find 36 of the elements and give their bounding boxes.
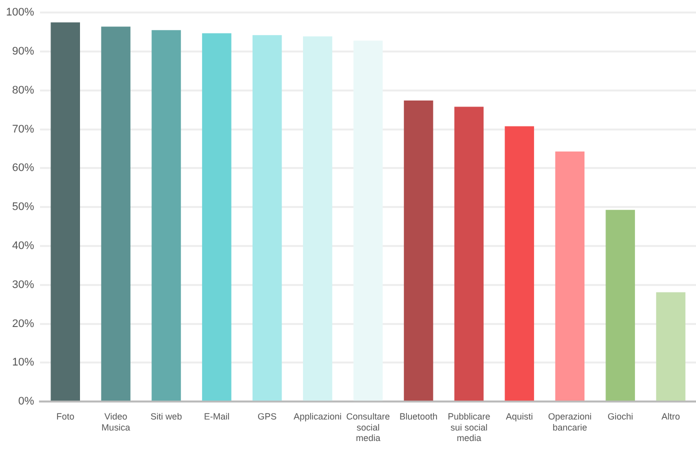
x-tick-label: Bluetooth — [400, 411, 438, 422]
y-tick-label: 70% — [12, 123, 34, 136]
x-tick-label: Pubblicare sui social media — [448, 411, 490, 444]
bar — [656, 292, 686, 401]
y-tick-label: 20% — [12, 318, 34, 330]
y-tick-label: 40% — [12, 240, 34, 252]
y-tick-label: 10% — [12, 356, 34, 369]
bar — [202, 33, 232, 401]
x-tick-label: Applicazioni — [294, 411, 342, 422]
y-tick-label: 0% — [18, 396, 34, 408]
bar — [302, 36, 332, 401]
bar — [504, 126, 534, 401]
x-tick-label: GPS — [258, 411, 277, 422]
bar — [152, 30, 181, 401]
x-tick-label: Aquisti — [506, 411, 533, 422]
x-tick-label: Video Musica — [102, 411, 130, 432]
y-tick-label: 30% — [12, 278, 34, 291]
bar — [404, 100, 434, 401]
x-tick-label: Operazioni bancarie — [548, 411, 592, 432]
x-tick-label: Foto — [56, 411, 74, 422]
bar — [50, 22, 80, 401]
bar — [252, 35, 282, 401]
bar — [606, 210, 635, 401]
bar — [454, 106, 484, 401]
x-tick-label: Altro — [662, 411, 680, 422]
x-tick-label: Siti web — [150, 411, 182, 422]
bar — [555, 151, 585, 401]
x-tick-label: Giochi — [608, 411, 634, 422]
y-tick-label: 60% — [12, 162, 34, 174]
x-tick-label: E-Mail — [204, 411, 230, 422]
y-tick-label: 100% — [6, 6, 34, 19]
y-tick-label: 50% — [12, 201, 34, 214]
y-tick-label: 80% — [12, 84, 34, 96]
y-tick-label: 90% — [12, 46, 34, 58]
x-tick-label: Consultare social media — [346, 411, 390, 444]
bar — [101, 26, 130, 401]
